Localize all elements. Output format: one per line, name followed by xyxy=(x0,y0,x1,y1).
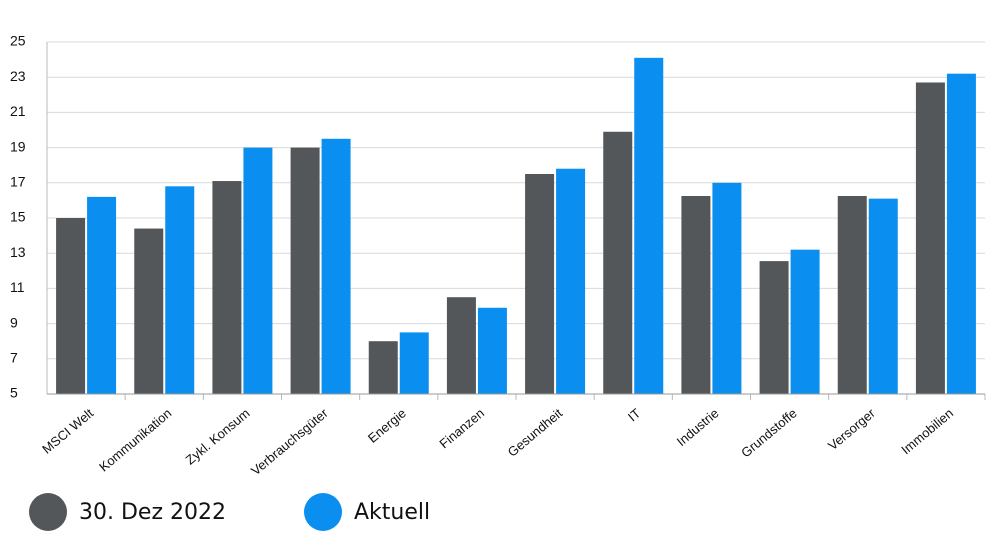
bar xyxy=(556,168,586,394)
bar xyxy=(712,182,742,394)
x-tick-label: Finanzen xyxy=(436,405,487,451)
bar xyxy=(87,196,117,394)
bar xyxy=(165,186,195,394)
y-tick-label: 5 xyxy=(10,385,18,401)
legend-label: Aktuell xyxy=(354,500,430,525)
bar xyxy=(681,196,711,394)
bar xyxy=(525,174,555,394)
legend-marker xyxy=(29,493,67,531)
bar xyxy=(399,332,429,394)
bar xyxy=(477,307,507,394)
legend-entry: Aktuell xyxy=(304,493,430,531)
y-tick-label: 13 xyxy=(10,244,26,260)
bar xyxy=(837,196,867,394)
y-tick-label: 9 xyxy=(10,314,18,330)
bar xyxy=(212,181,242,394)
y-tick-label: 11 xyxy=(10,279,25,295)
bar xyxy=(243,147,273,394)
x-tick-label: Immobilien xyxy=(898,405,956,457)
y-tick-label: 7 xyxy=(10,350,18,366)
y-tick-label: 19 xyxy=(10,138,26,154)
y-tick-label: 17 xyxy=(10,174,26,190)
x-tick-label: Industrie xyxy=(674,405,722,449)
legend-label: 30. Dez 2022 xyxy=(79,500,226,525)
bar xyxy=(134,228,164,394)
bar xyxy=(290,147,320,394)
x-tick-label: MSCI Welt xyxy=(39,405,96,457)
y-tick-label: 25 xyxy=(10,33,26,49)
bar xyxy=(56,218,86,394)
x-tick-label: Energie xyxy=(365,405,409,445)
y-tick-label: 21 xyxy=(10,103,26,119)
legend-entry: 30. Dez 2022 xyxy=(29,493,226,531)
bar xyxy=(368,341,398,394)
bar xyxy=(915,82,945,394)
bar xyxy=(868,198,898,394)
x-tick-label: Gesundheit xyxy=(505,405,566,459)
bar xyxy=(603,131,633,394)
bar xyxy=(321,138,351,394)
bar xyxy=(946,73,976,395)
bar xyxy=(634,57,664,395)
x-tick-label: IT xyxy=(625,405,644,424)
y-tick-label: 15 xyxy=(10,209,26,225)
x-tick-label: Zykl. Konsum xyxy=(183,405,253,467)
x-tick-label: Kommunikation xyxy=(96,405,174,474)
bar xyxy=(759,261,789,394)
bar xyxy=(446,297,476,394)
x-tick-label: Versorger xyxy=(825,405,878,453)
x-tick-label: Verbrauchsgüter xyxy=(248,405,331,478)
bar xyxy=(790,249,820,394)
x-tick-label: Grundstoffe xyxy=(738,405,800,460)
legend-marker xyxy=(304,493,342,531)
y-tick-label: 23 xyxy=(10,68,26,84)
